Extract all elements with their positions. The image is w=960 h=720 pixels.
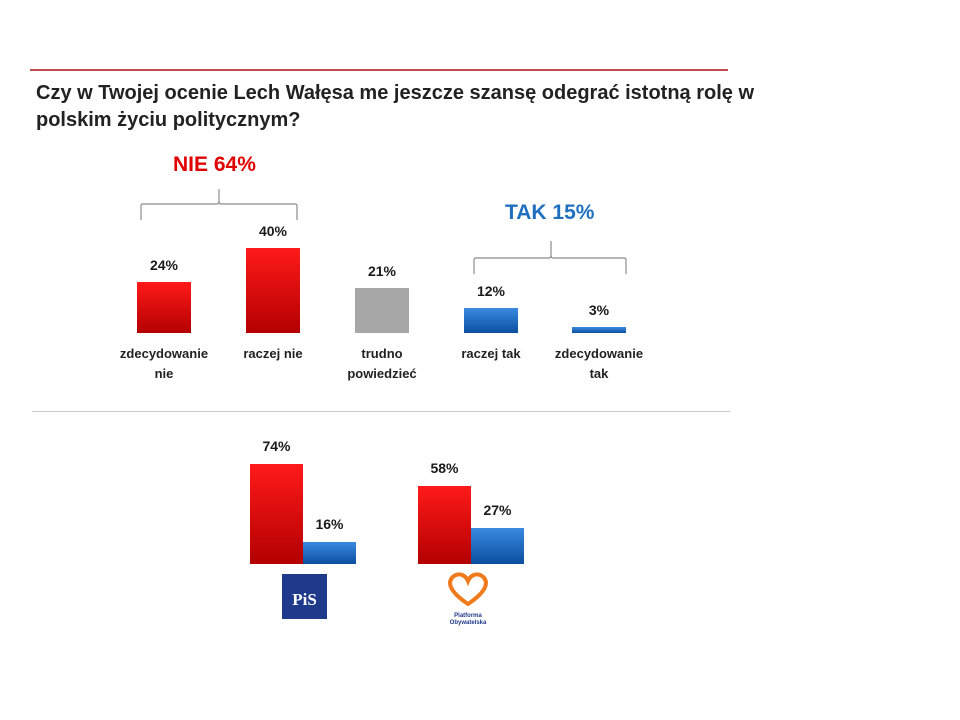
category-label: trudno powiedzieć bbox=[347, 346, 417, 381]
nie-total-label: NIE 64% bbox=[173, 153, 256, 176]
party-bar-value-label: 58% bbox=[430, 459, 459, 476]
bar-2 bbox=[246, 248, 300, 333]
po-heart-icon bbox=[448, 572, 488, 607]
party-bar bbox=[418, 485, 471, 564]
top-divider bbox=[30, 69, 728, 71]
bar-5 bbox=[572, 326, 626, 333]
bar-4 bbox=[464, 307, 518, 333]
category-label: raczej tak bbox=[461, 346, 521, 361]
party-bar-value-label: 27% bbox=[483, 501, 512, 518]
opinion-bar-chart: 24% zdecydowanie nie 40% raczej nie 21% trudn… bbox=[119, 223, 644, 381]
tak-brace bbox=[473, 241, 627, 274]
pis-logo: PiS bbox=[282, 574, 327, 619]
bar-value-label: 3% bbox=[588, 301, 610, 318]
platforma-obywatelska-logo: Platforma Obywatelska bbox=[436, 570, 500, 626]
po-logo-text: Platforma Obywatelska bbox=[449, 613, 487, 626]
party-bar-value-label: 16% bbox=[315, 516, 344, 533]
tak-total-label: TAK 15% bbox=[505, 201, 595, 224]
middle-divider bbox=[32, 411, 730, 412]
bar-value-label: 40% bbox=[258, 223, 288, 239]
category-label: zdecydowanie nie bbox=[119, 346, 209, 381]
pis-logo-text: PiS bbox=[292, 590, 317, 609]
party-bar bbox=[250, 464, 303, 564]
party-bar bbox=[303, 542, 356, 564]
bar-value-label: 24% bbox=[149, 257, 179, 273]
bar-3 bbox=[355, 288, 409, 333]
bar-value-label: 21% bbox=[367, 263, 397, 280]
party-bar bbox=[471, 527, 524, 564]
bar-1 bbox=[137, 282, 191, 333]
bar-value-label: 12% bbox=[476, 282, 506, 299]
party-bar-value-label: 74% bbox=[262, 438, 291, 454]
category-label: zdecydowanie tak bbox=[554, 346, 644, 381]
chart-title: Czy w Twojej ocenie Lech Wałęsa me jeszc… bbox=[36, 82, 755, 131]
nie-brace bbox=[140, 189, 298, 220]
category-label: raczej nie bbox=[243, 346, 303, 361]
